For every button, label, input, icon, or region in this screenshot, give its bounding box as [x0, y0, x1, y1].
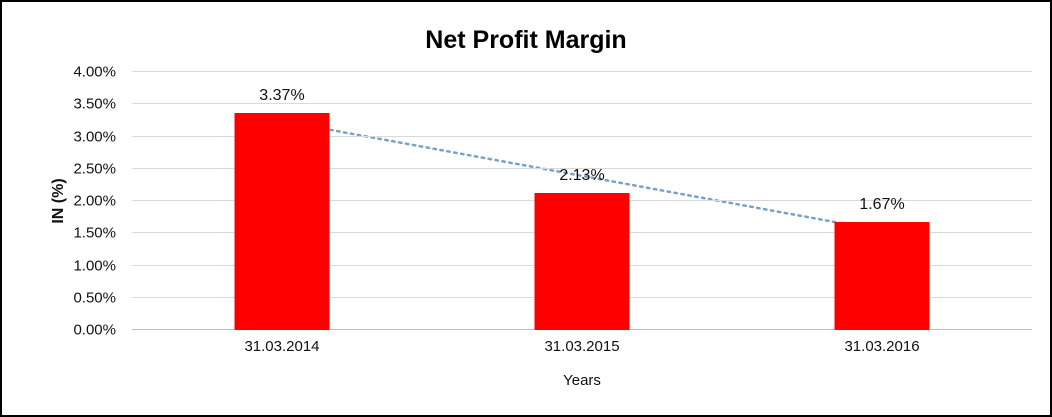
x-tick-label: 31.03.2014	[244, 338, 320, 355]
y-tick-label: 2.00%	[73, 192, 116, 210]
x-axis-ticks: 31.03.2014 31.03.2015 31.03.2016	[132, 338, 1032, 360]
chart-title: Net Profit Margin	[425, 26, 627, 54]
gridline	[132, 103, 1032, 105]
x-tick-label: 31.03.2015	[544, 338, 620, 355]
y-tick-label: 0.50%	[73, 289, 116, 307]
y-tick-label: 4.00%	[73, 63, 116, 81]
bar-value-label: 3.37%	[259, 86, 305, 104]
x-axis-title: Years	[563, 372, 601, 389]
y-tick-label: 0.00%	[73, 321, 116, 339]
gridline	[132, 135, 1032, 137]
y-axis-ticks: 0.00% 0.50% 1.00% 1.50% 2.00% 2.50% 3.00% 3.50%…	[2, 64, 124, 339]
plot-area: 3.37% 2.13% 1.67%	[132, 71, 1032, 330]
y-tick-label: 1.00%	[73, 257, 116, 274]
x-tick-label: 31.03.2016	[844, 338, 920, 355]
y-tick-label: 2.50%	[73, 160, 116, 178]
bar	[834, 222, 930, 330]
bar	[234, 112, 330, 330]
bar-value-label: 2.13%	[559, 166, 605, 184]
y-tick-label: 3.00%	[73, 128, 116, 145]
bar-value-label: 1.67%	[859, 196, 905, 214]
y-tick-label: 1.50%	[73, 224, 116, 242]
bar	[534, 192, 630, 330]
gridline	[132, 71, 1032, 72]
gridline	[132, 167, 1032, 169]
y-tick-label: 3.50%	[73, 95, 116, 113]
